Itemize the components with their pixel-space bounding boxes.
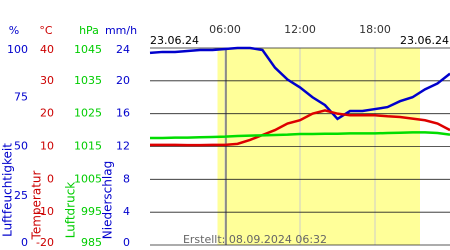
date-start: 23.06.24 (150, 34, 199, 47)
y-tick-label: 1005 (74, 172, 102, 185)
y-tick-label: 20 (116, 74, 130, 87)
axis-title: Luftfeuchtigkeit (1, 143, 15, 237)
y-tick-label: 12 (116, 140, 130, 153)
x-tick-label: 06:00 (209, 23, 241, 36)
created-note: Erstellt: 08.09.2024 06:32 (183, 233, 327, 246)
y-tick-label: 0 (123, 236, 130, 249)
y-tick-label: 20 (40, 107, 54, 120)
axis-title: Luftdruck (64, 182, 78, 239)
y-tick-label: -20 (36, 236, 54, 249)
y-tick-label: 995 (81, 205, 102, 218)
y-tick-label: 0 (47, 172, 54, 185)
y-tick-label: 0 (21, 236, 28, 249)
axis-unit: hPa (79, 24, 99, 37)
y-tick-label: 1015 (74, 140, 102, 153)
axis-title: Niederschlag (101, 161, 115, 239)
axis-unit: mm/h (105, 24, 137, 37)
data-line (150, 109, 450, 147)
axis-title: Temperatur (30, 170, 44, 240)
y-tick-label: 100 (7, 43, 28, 56)
y-tick-label: 1045 (74, 43, 102, 56)
y-tick-label: 50 (14, 140, 28, 153)
y-tick-label: 40 (40, 43, 54, 56)
y-tick-label: 25 (14, 189, 28, 202)
y-tick-label: 985 (81, 236, 102, 249)
x-tick-label: 18:00 (359, 23, 391, 36)
axis-unit: % (9, 24, 19, 37)
y-tick-label: 24 (116, 43, 130, 56)
data-line (149, 46, 450, 121)
y-tick-label: 30 (40, 74, 54, 87)
y-tick-label: 75 (14, 90, 28, 103)
y-tick-label: 1025 (74, 107, 102, 120)
y-tick-label: 10 (40, 140, 54, 153)
y-tick-label: 16 (116, 107, 130, 120)
date-end: 23.06.24 (400, 34, 449, 47)
y-tick-label: 4 (123, 205, 130, 218)
y-tick-label: 8 (123, 172, 130, 185)
y-tick-label: 1035 (74, 74, 102, 87)
axis-unit: °C (39, 24, 53, 37)
y-tick-label: -10 (36, 205, 54, 218)
x-tick-label: 12:00 (284, 23, 316, 36)
data-line (150, 131, 450, 140)
